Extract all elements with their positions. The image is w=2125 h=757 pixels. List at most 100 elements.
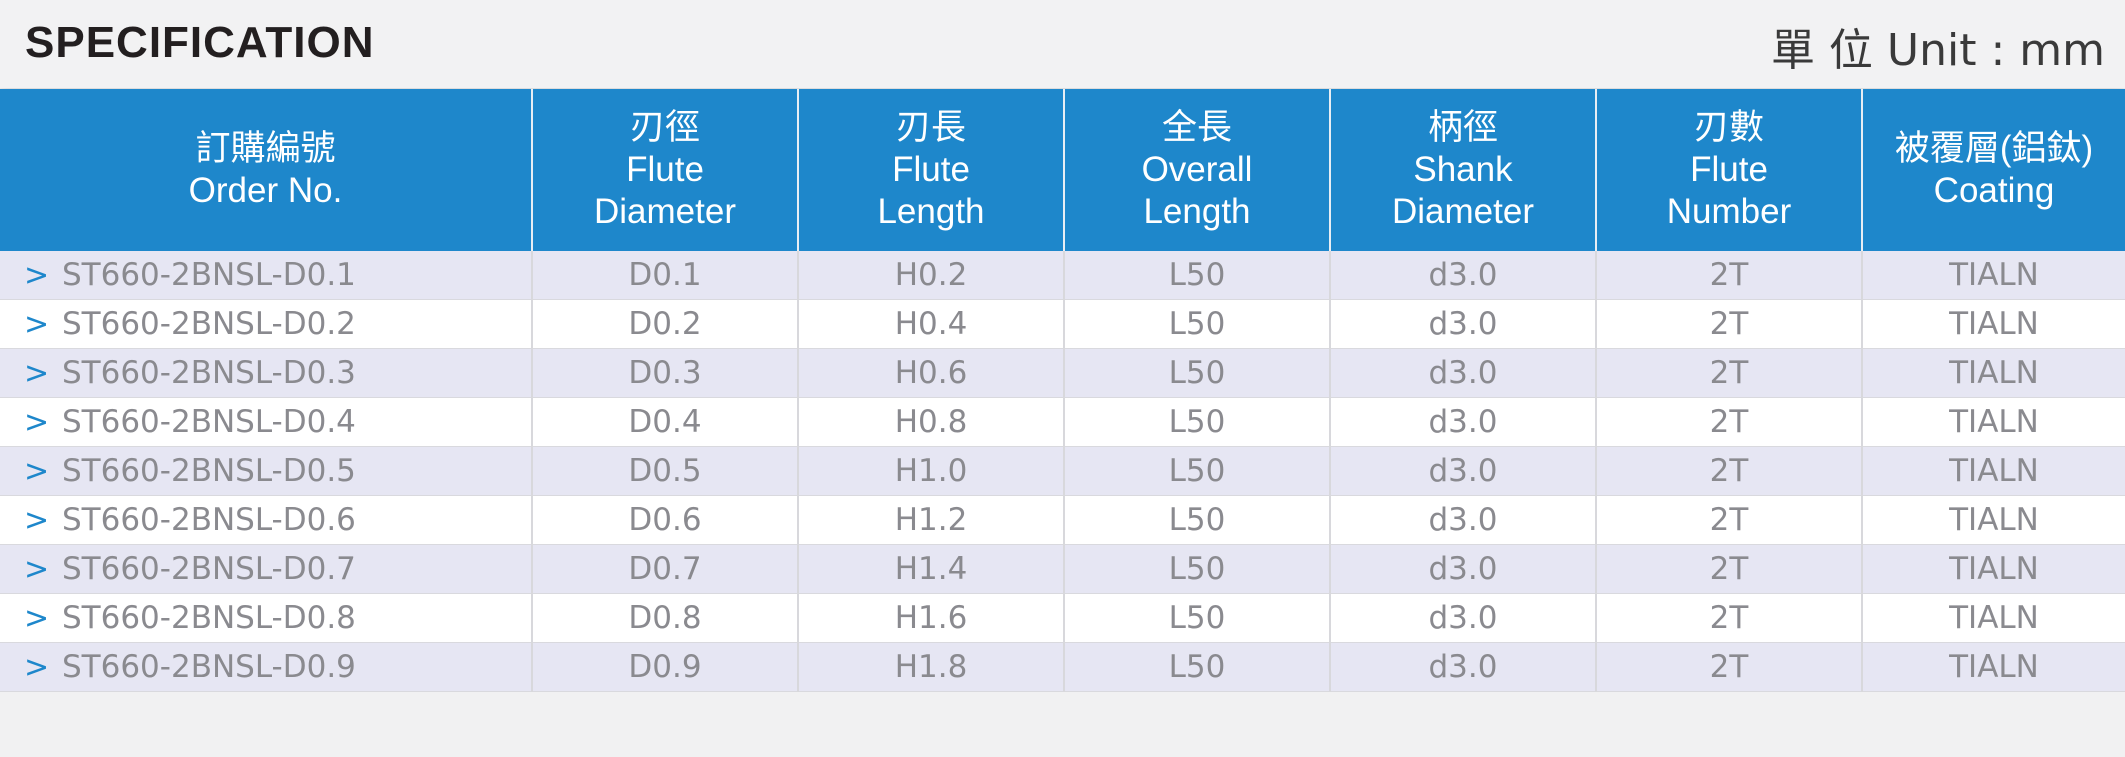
column-header-en2-text: Diameter <box>1392 192 1534 231</box>
column-header-en1-text: Overall <box>1141 150 1253 189</box>
order-number-text: ST660-2BNSL-D0.7 <box>62 551 356 587</box>
cell-coating: TIALN <box>1862 397 2125 447</box>
cell-flute-diameter: D0.3 <box>532 348 799 398</box>
cell-flute-diameter: D0.4 <box>532 397 799 447</box>
chevron-right-icon: > <box>24 601 50 636</box>
specification-table: 訂購編號 Order No. 刃徑 Flute Diameter 刃長 Flute Lengt… <box>0 89 2125 692</box>
order-number-text: ST660-2BNSL-D0.4 <box>62 404 356 440</box>
cell-flute-number: 2T <box>1596 593 1863 643</box>
cell-flute-length: H1.4 <box>798 544 1065 594</box>
cell-coating: TIALN <box>1862 495 2125 545</box>
cell-flute-number: 2T <box>1596 544 1863 594</box>
cell-flute-diameter: D0.2 <box>532 299 799 349</box>
cell-order-no[interactable]: > ST660-2BNSL-D0.6 <box>0 495 533 545</box>
table-row: > ST660-2BNSL-D0.6 D0.6 H1.2 L50 d3.0 2T TIALN <box>0 495 2125 545</box>
cell-order-no[interactable]: > ST660-2BNSL-D0.2 <box>0 299 533 349</box>
cell-order-no[interactable]: > ST660-2BNSL-D0.7 <box>0 544 533 594</box>
cell-overall-length: L50 <box>1064 251 1331 300</box>
cell-flute-length: H0.2 <box>798 251 1065 300</box>
cell-flute-number: 2T <box>1596 348 1863 398</box>
page-header: SPECIFICATION 單 位 Unit : mm <box>0 0 2125 88</box>
chevron-right-icon: > <box>24 552 50 587</box>
chevron-right-icon: > <box>24 503 50 538</box>
chevron-right-icon: > <box>24 356 50 391</box>
cell-order-no[interactable]: > ST660-2BNSL-D0.9 <box>0 642 533 692</box>
column-header-overall-length: 全長 Overall Length <box>1064 89 1331 251</box>
column-header-zh-text: 訂購編號 <box>195 129 336 168</box>
cell-overall-length: L50 <box>1064 593 1331 643</box>
table-row: > ST660-2BNSL-D0.5 D0.5 H1.0 L50 d3.0 2T TIALN <box>0 446 2125 496</box>
order-number-text: ST660-2BNSL-D0.1 <box>62 257 356 293</box>
cell-coating: TIALN <box>1862 251 2125 300</box>
order-number-text: ST660-2BNSL-D0.8 <box>62 600 356 636</box>
column-header-en1-text: Shank <box>1413 150 1513 189</box>
column-header-en2-text: Length <box>1143 192 1251 231</box>
cell-flute-number: 2T <box>1596 446 1863 496</box>
column-header-en2-text: Diameter <box>594 192 736 231</box>
cell-flute-diameter: D0.9 <box>532 642 799 692</box>
cell-flute-number: 2T <box>1596 251 1863 300</box>
page-title: SPECIFICATION <box>25 18 375 67</box>
cell-flute-length: H1.2 <box>798 495 1065 545</box>
column-header-en1-text: Flute <box>892 150 970 189</box>
cell-flute-diameter: D0.1 <box>532 251 799 300</box>
cell-order-no[interactable]: > ST660-2BNSL-D0.5 <box>0 446 533 496</box>
column-header-zh-text: 刃長 <box>895 108 966 147</box>
column-header-zh-text: 被覆層(鋁鈦) <box>1894 129 2094 168</box>
cell-overall-length: L50 <box>1064 348 1331 398</box>
column-header-shank-diameter: 柄徑 Shank Diameter <box>1330 89 1597 251</box>
cell-flute-length: H1.6 <box>798 593 1065 643</box>
table-row: > ST660-2BNSL-D0.4 D0.4 H0.8 L50 d3.0 2T TIALN <box>0 397 2125 447</box>
cell-shank-diameter: d3.0 <box>1330 593 1597 643</box>
cell-shank-diameter: d3.0 <box>1330 544 1597 594</box>
cell-overall-length: L50 <box>1064 544 1331 594</box>
chevron-right-icon: > <box>24 405 50 440</box>
cell-overall-length: L50 <box>1064 495 1331 545</box>
column-header-order-no: 訂購編號 Order No. <box>0 89 533 251</box>
chevron-right-icon: > <box>24 650 50 685</box>
order-number-text: ST660-2BNSL-D0.6 <box>62 502 356 538</box>
column-header-en2-text: Length <box>877 192 985 231</box>
cell-shank-diameter: d3.0 <box>1330 251 1597 300</box>
cell-shank-diameter: d3.0 <box>1330 299 1597 349</box>
cell-coating: TIALN <box>1862 593 2125 643</box>
table-header: 訂購編號 Order No. 刃徑 Flute Diameter 刃長 Flute Lengt… <box>0 89 2125 251</box>
cell-order-no[interactable]: > ST660-2BNSL-D0.3 <box>0 348 533 398</box>
table-row: > ST660-2BNSL-D0.9 D0.9 H1.8 L50 d3.0 2T TIALN <box>0 642 2125 692</box>
cell-order-no[interactable]: > ST660-2BNSL-D0.1 <box>0 251 533 300</box>
column-header-zh-text: 全長 <box>1161 108 1232 147</box>
column-header-flute-diameter: 刃徑 Flute Diameter <box>532 89 799 251</box>
order-number-text: ST660-2BNSL-D0.9 <box>62 649 356 685</box>
cell-coating: TIALN <box>1862 446 2125 496</box>
cell-flute-diameter: D0.8 <box>532 593 799 643</box>
chevron-right-icon: > <box>24 454 50 489</box>
chevron-right-icon: > <box>24 258 50 293</box>
cell-flute-diameter: D0.6 <box>532 495 799 545</box>
order-number-text: ST660-2BNSL-D0.2 <box>62 306 356 342</box>
table-body: > ST660-2BNSL-D0.1 D0.1 H0.2 L50 d3.0 2T TIALN >… <box>0 251 2125 692</box>
cell-order-no[interactable]: > ST660-2BNSL-D0.8 <box>0 593 533 643</box>
column-header-zh-text: 柄徑 <box>1427 108 1498 147</box>
cell-overall-length: L50 <box>1064 299 1331 349</box>
column-header-en1-text: Order No. <box>188 171 343 210</box>
cell-flute-number: 2T <box>1596 642 1863 692</box>
column-header-zh-text: 刃徑 <box>629 108 700 147</box>
cell-shank-diameter: d3.0 <box>1330 495 1597 545</box>
cell-flute-number: 2T <box>1596 495 1863 545</box>
table-row: > ST660-2BNSL-D0.3 D0.3 H0.6 L50 d3.0 2T TIALN <box>0 348 2125 398</box>
cell-overall-length: L50 <box>1064 642 1331 692</box>
cell-flute-diameter: D0.7 <box>532 544 799 594</box>
cell-overall-length: L50 <box>1064 397 1331 447</box>
cell-coating: TIALN <box>1862 299 2125 349</box>
column-header-en2-text: Number <box>1666 192 1792 231</box>
cell-coating: TIALN <box>1862 544 2125 594</box>
cell-coating: TIALN <box>1862 642 2125 692</box>
cell-flute-number: 2T <box>1596 397 1863 447</box>
column-header-en1-text: Coating <box>1933 171 2055 210</box>
chevron-right-icon: > <box>24 307 50 342</box>
table-row: > ST660-2BNSL-D0.7 D0.7 H1.4 L50 d3.0 2T TIALN <box>0 544 2125 594</box>
cell-order-no[interactable]: > ST660-2BNSL-D0.4 <box>0 397 533 447</box>
table-row: > ST660-2BNSL-D0.8 D0.8 H1.6 L50 d3.0 2T TIALN <box>0 593 2125 643</box>
cell-shank-diameter: d3.0 <box>1330 446 1597 496</box>
cell-flute-length: H1.8 <box>798 642 1065 692</box>
